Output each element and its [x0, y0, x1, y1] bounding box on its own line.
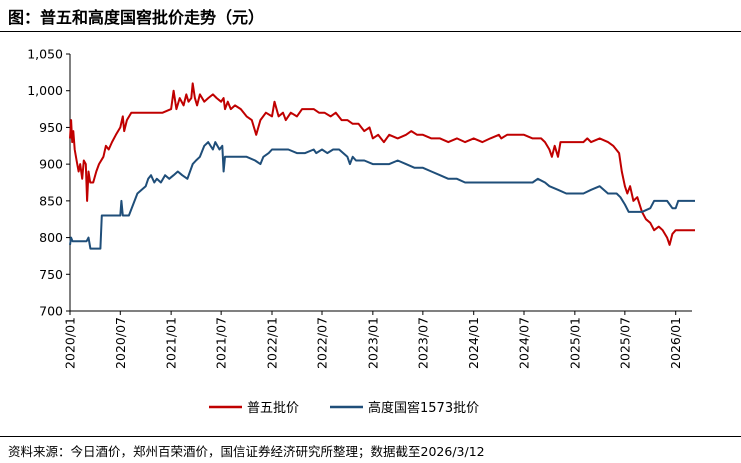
x-tick-label: 2021/07: [214, 317, 229, 369]
y-tick-label: 1,050: [27, 47, 63, 62]
y-tick-label: 900: [39, 157, 63, 172]
x-tick-label: 2021/01: [164, 317, 179, 369]
y-tick-label: 800: [39, 230, 63, 245]
top-rule: [0, 31, 741, 32]
x-tick-label: 2020/01: [63, 317, 78, 369]
series-line-wuliangye: [69, 82, 695, 246]
series-line-guojiao: [69, 141, 695, 250]
x-axis: 2020/01 2020/07 2021/01 2021/07 2022/01 2022/…: [63, 310, 692, 369]
legend-label-wuliangye: 普五批价: [247, 401, 299, 416]
legend-label-guojiao: 高度国窖1573批价: [368, 400, 479, 416]
x-tick-label: 2022/01: [264, 317, 279, 369]
legend: 普五批价 高度国窖1573批价: [209, 400, 479, 416]
x-tick-label: 2026/01: [668, 317, 683, 369]
y-tick-label: 700: [39, 304, 63, 319]
x-tick-label: 2020/07: [113, 317, 128, 369]
series-layer: [69, 82, 695, 250]
y-tick-label: 850: [39, 193, 63, 208]
x-tick-label: 2024/01: [466, 317, 481, 369]
y-axis: 700 750 800 850 900 950 1,000 1,050: [27, 47, 71, 319]
chart-title: 图：普五和高度国窖批价走势（元）: [8, 8, 265, 27]
x-tick-label: 2023/01: [365, 317, 380, 369]
x-tick-label: 2025/07: [617, 317, 632, 369]
x-tick-label: 2025/01: [567, 317, 582, 369]
title-bar: 图：普五和高度国窖批价走势（元）: [0, 0, 741, 30]
y-tick-label: 750: [39, 267, 63, 282]
y-tick-label: 1,000: [27, 83, 63, 98]
x-tick-label: 2023/07: [415, 317, 430, 369]
source-note: 资料来源：今日酒价，郑州百荣酒价，国信证券经济研究所整理；数据截至2026/3/…: [8, 444, 485, 459]
x-tick-label: 2024/07: [516, 317, 531, 369]
bottom-rule: [0, 436, 741, 437]
y-tick-label: 950: [39, 120, 63, 135]
x-tick-label: 2022/07: [315, 317, 330, 369]
